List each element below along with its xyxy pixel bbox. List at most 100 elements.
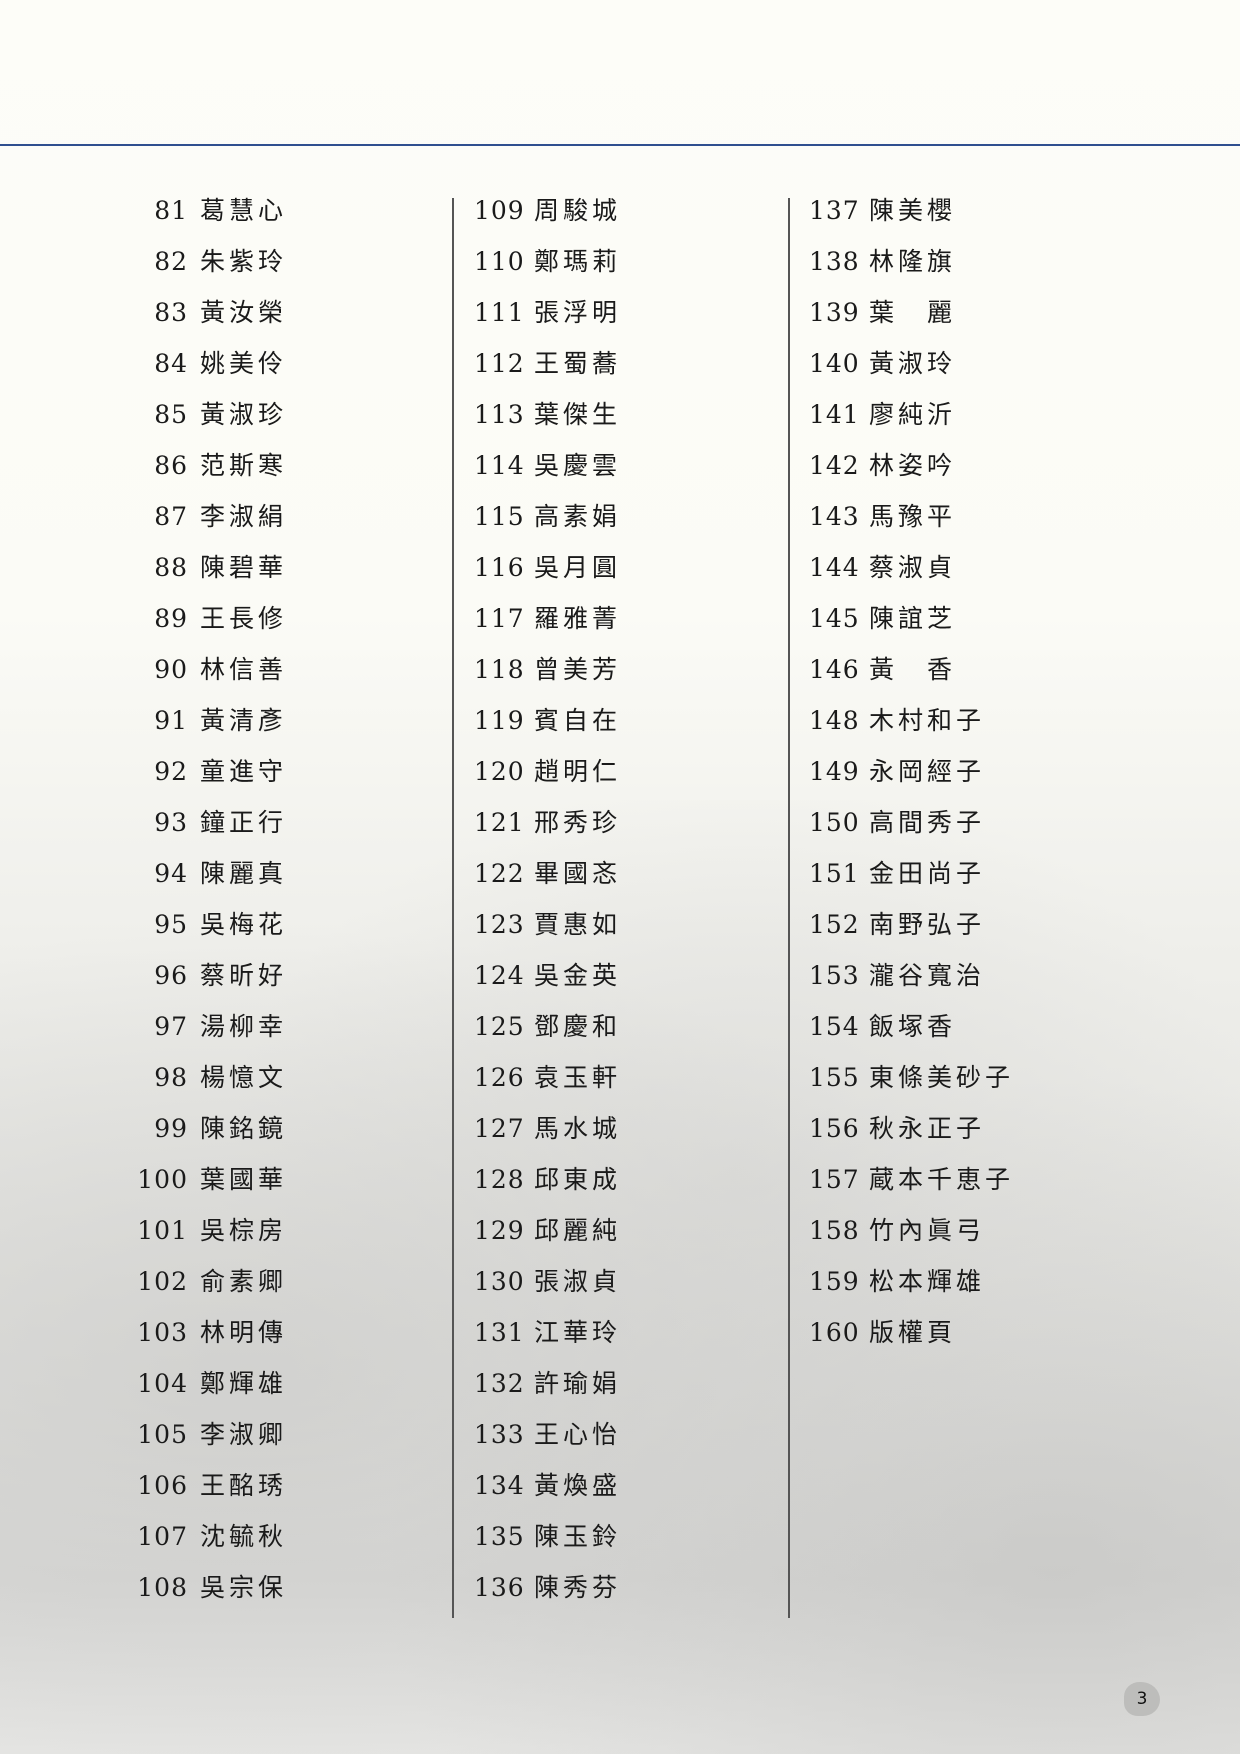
entry-name: 林明傳 <box>200 1318 288 1347</box>
index-entry: 89 王長修 <box>130 598 287 649</box>
entry-number: 132 <box>474 1369 525 1398</box>
index-entry: 136 陳秀芬 <box>474 1567 621 1618</box>
entry-name: 蔡淑貞 <box>869 553 957 582</box>
index-entry: 145 陳誼芝 <box>809 598 1014 649</box>
index-entry: 140 黃淑玲 <box>809 343 1014 394</box>
index-entry: 135 陳玉鈴 <box>474 1516 621 1567</box>
entry-name: 畢國忞 <box>534 859 622 888</box>
index-entry: 128 邱東成 <box>474 1159 621 1210</box>
entry-name: 王長修 <box>200 604 288 633</box>
entry-name: 周駿城 <box>534 196 622 225</box>
index-entry: 82 朱紫玲 <box>130 241 287 292</box>
entry-name: 永岡經子 <box>869 757 986 786</box>
index-entry: 117 羅雅菁 <box>474 598 621 649</box>
entry-name: 邱麗純 <box>534 1216 622 1245</box>
index-entry: 86 范斯寒 <box>130 445 287 496</box>
entry-name: 木村和子 <box>869 706 986 735</box>
entry-name: 陳碧華 <box>200 553 288 582</box>
entry-number: 87 <box>154 502 188 531</box>
index-entry: 148 木村和子 <box>809 700 1014 751</box>
index-entry: 110 鄭瑪莉 <box>474 241 621 292</box>
index-entry: 153 瀧谷寬治 <box>809 955 1014 1006</box>
index-entry: 91 黃清彥 <box>130 700 287 751</box>
entry-name: 馬豫平 <box>869 502 957 531</box>
index-entry: 112 王蜀蕎 <box>474 343 621 394</box>
entry-name: 黃煥盛 <box>534 1471 622 1500</box>
entry-number: 100 <box>137 1165 188 1194</box>
index-entry: 111 張浮明 <box>474 292 621 343</box>
entry-number: 120 <box>474 757 525 786</box>
page-number: 3 <box>1124 1682 1160 1716</box>
entry-name: 馬水城 <box>534 1114 622 1143</box>
entry-name: 高間秀子 <box>869 808 986 837</box>
entry-number: 142 <box>809 451 860 480</box>
entry-number: 130 <box>474 1267 525 1296</box>
index-entry: 155 東條美砂子 <box>809 1057 1014 1108</box>
entry-name: 吳宗保 <box>200 1573 288 1602</box>
entry-number: 110 <box>474 247 525 276</box>
entry-number: 118 <box>474 655 525 684</box>
index-entry: 105 李淑卿 <box>130 1414 287 1465</box>
entry-name: 黃淑玲 <box>869 349 957 378</box>
index-entry: 159 松本輝雄 <box>809 1261 1014 1312</box>
entry-number: 121 <box>474 808 525 837</box>
entry-name: 吳慶雲 <box>534 451 622 480</box>
entry-number: 154 <box>809 1012 860 1041</box>
entry-number: 136 <box>474 1573 525 1602</box>
index-entry: 129 邱麗純 <box>474 1210 621 1261</box>
entry-name: 俞素卿 <box>200 1267 288 1296</box>
entry-name: 吳梅花 <box>200 910 288 939</box>
index-entry: 124 吳金英 <box>474 955 621 1006</box>
entry-name: 邱東成 <box>534 1165 622 1194</box>
index-entry: 84 姚美伶 <box>130 343 287 394</box>
entry-name: 黃汝榮 <box>200 298 288 327</box>
entry-name: 林信善 <box>200 655 288 684</box>
index-entry: 126 袁玉軒 <box>474 1057 621 1108</box>
entry-name: 葉 麗 <box>869 298 957 327</box>
index-entry: 87 李淑絹 <box>130 496 287 547</box>
index-column-1: 81 葛慧心 82 朱紫玲 83 黃汝榮 84 姚美伶 85 黃淑珍 86 范斯寒 87 李淑絹 88 陳碧華… <box>130 190 287 1618</box>
entry-name: 葉國華 <box>200 1165 288 1194</box>
entry-name: 陳玉鈴 <box>534 1522 622 1551</box>
entry-number: 88 <box>154 553 188 582</box>
entry-name: 秋永正子 <box>869 1114 986 1143</box>
entry-number: 89 <box>154 604 188 633</box>
entry-number: 143 <box>809 502 860 531</box>
index-entry: 142 林姿吟 <box>809 445 1014 496</box>
entry-name: 陳誼芝 <box>869 604 957 633</box>
index-entry: 132 許瑜娟 <box>474 1363 621 1414</box>
entry-number: 145 <box>809 604 860 633</box>
index-entry: 158 竹內眞弓 <box>809 1210 1014 1261</box>
index-entry: 97 湯柳幸 <box>130 1006 287 1057</box>
entry-number: 102 <box>137 1267 188 1296</box>
entry-number: 107 <box>137 1522 188 1551</box>
index-column-2: 109 周駿城 110 鄭瑪莉 111 張浮明 112 王蜀蕎 113 葉傑生 114 吳慶雲 115 高… <box>474 190 621 1618</box>
entry-name: 張浮明 <box>534 298 622 327</box>
entry-name: 賈惠如 <box>534 910 622 939</box>
entry-number: 117 <box>474 604 525 633</box>
entry-name: 姚美伶 <box>200 349 288 378</box>
entry-number: 138 <box>809 247 860 276</box>
entry-name: 林隆旗 <box>869 247 957 276</box>
entry-name: 竹內眞弓 <box>869 1216 986 1245</box>
entry-name: 黃淑珍 <box>200 400 288 429</box>
entry-name: 鄭輝雄 <box>200 1369 288 1398</box>
index-entry: 93 鐘正行 <box>130 802 287 853</box>
entry-number: 106 <box>137 1471 188 1500</box>
entry-number: 116 <box>474 553 525 582</box>
index-entry: 100 葉國華 <box>130 1159 287 1210</box>
column-separator <box>788 198 790 1618</box>
entry-name: 王心怡 <box>534 1420 622 1449</box>
index-entry: 119 賓自在 <box>474 700 621 751</box>
entry-name: 廖純沂 <box>869 400 957 429</box>
index-entry: 104 鄭輝雄 <box>130 1363 287 1414</box>
entry-number: 151 <box>809 859 860 888</box>
entry-name: 陳銘鏡 <box>200 1114 288 1143</box>
entry-name: 袁玉軒 <box>534 1063 622 1092</box>
entry-name: 鐘正行 <box>200 808 288 837</box>
entry-number: 153 <box>809 961 860 990</box>
entry-number: 125 <box>474 1012 525 1041</box>
index-entry: 113 葉傑生 <box>474 394 621 445</box>
index-entry: 141 廖純沂 <box>809 394 1014 445</box>
index-entry: 156 秋永正子 <box>809 1108 1014 1159</box>
